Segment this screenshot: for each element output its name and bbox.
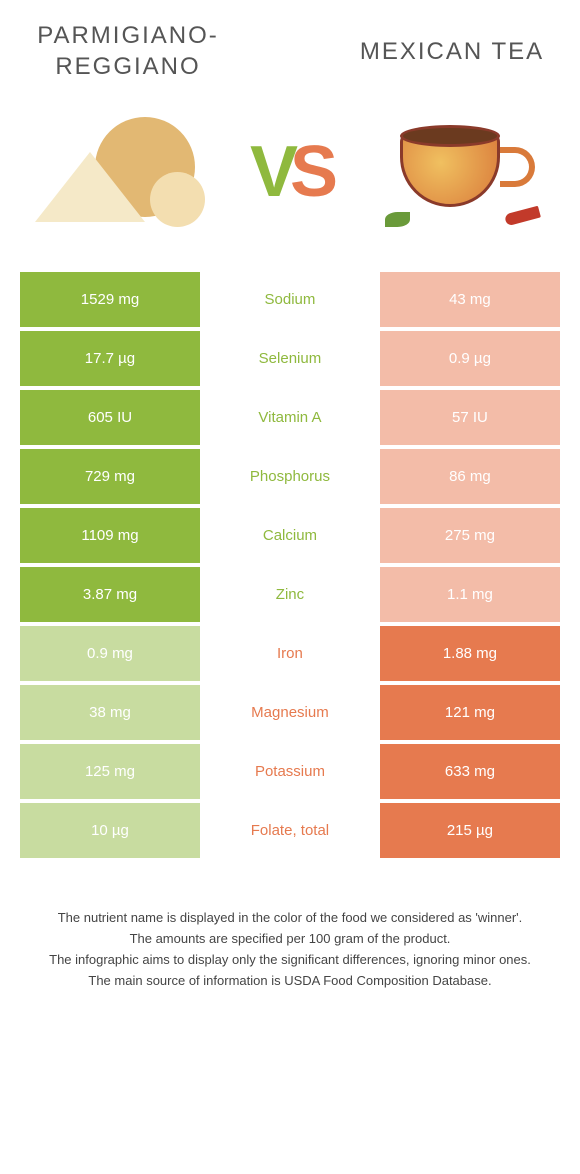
right-food-title: Mexican tea	[344, 36, 560, 67]
footnote-line: The amounts are specified per 100 gram o…	[30, 929, 550, 950]
table-row: 38 mgMagnesium121 mg	[20, 685, 560, 740]
right-value: 57 IU	[380, 390, 560, 445]
right-value: 1.88 mg	[380, 626, 560, 681]
nutrient-label: Zinc	[200, 567, 380, 622]
table-row: 605 IUVitamin A57 IU	[20, 390, 560, 445]
nutrient-label: Potassium	[200, 744, 380, 799]
right-food-image	[370, 112, 550, 232]
header: Parmigiano-Reggiano Mexican tea	[20, 20, 560, 82]
nutrient-label: Sodium	[200, 272, 380, 327]
left-value: 605 IU	[20, 390, 200, 445]
left-value: 1529 mg	[20, 272, 200, 327]
nutrient-label: Magnesium	[200, 685, 380, 740]
cheese-icon	[35, 117, 205, 227]
table-row: 3.87 mgZinc1.1 mg	[20, 567, 560, 622]
table-row: 10 µgFolate, total215 µg	[20, 803, 560, 858]
nutrient-label: Phosphorus	[200, 449, 380, 504]
right-value: 633 mg	[380, 744, 560, 799]
nutrient-label: Selenium	[200, 331, 380, 386]
nutrient-label: Calcium	[200, 508, 380, 563]
left-value: 38 mg	[20, 685, 200, 740]
left-value: 3.87 mg	[20, 567, 200, 622]
infographic-container: Parmigiano-Reggiano Mexican tea VS 1529 …	[0, 0, 580, 1012]
right-value: 0.9 µg	[380, 331, 560, 386]
table-row: 729 mgPhosphorus86 mg	[20, 449, 560, 504]
nutrient-label: Folate, total	[200, 803, 380, 858]
left-value: 0.9 mg	[20, 626, 200, 681]
table-row: 0.9 mgIron1.88 mg	[20, 626, 560, 681]
nutrient-label: Iron	[200, 626, 380, 681]
left-food-title: Parmigiano-Reggiano	[20, 20, 236, 82]
table-row: 125 mgPotassium633 mg	[20, 744, 560, 799]
right-value: 1.1 mg	[380, 567, 560, 622]
right-value: 121 mg	[380, 685, 560, 740]
left-value: 17.7 µg	[20, 331, 200, 386]
vs-s: S	[290, 132, 330, 212]
left-value: 729 mg	[20, 449, 200, 504]
left-food-image	[30, 112, 210, 232]
left-value: 10 µg	[20, 803, 200, 858]
table-row: 17.7 µgSelenium0.9 µg	[20, 331, 560, 386]
table-row: 1529 mgSodium43 mg	[20, 272, 560, 327]
footnote-line: The nutrient name is displayed in the co…	[30, 908, 550, 929]
footnotes: The nutrient name is displayed in the co…	[20, 908, 560, 991]
right-value: 215 µg	[380, 803, 560, 858]
teacup-icon	[385, 117, 535, 227]
right-value: 86 mg	[380, 449, 560, 504]
left-value: 1109 mg	[20, 508, 200, 563]
images-row: VS	[20, 112, 560, 232]
left-value: 125 mg	[20, 744, 200, 799]
nutrient-table: 1529 mgSodium43 mg17.7 µgSelenium0.9 µg6…	[20, 272, 560, 858]
footnote-line: The infographic aims to display only the…	[30, 950, 550, 971]
right-value: 43 mg	[380, 272, 560, 327]
vs-label: VS	[250, 131, 330, 213]
vs-v: V	[250, 132, 290, 212]
right-value: 275 mg	[380, 508, 560, 563]
nutrient-label: Vitamin A	[200, 390, 380, 445]
footnote-line: The main source of information is USDA F…	[30, 971, 550, 992]
table-row: 1109 mgCalcium275 mg	[20, 508, 560, 563]
